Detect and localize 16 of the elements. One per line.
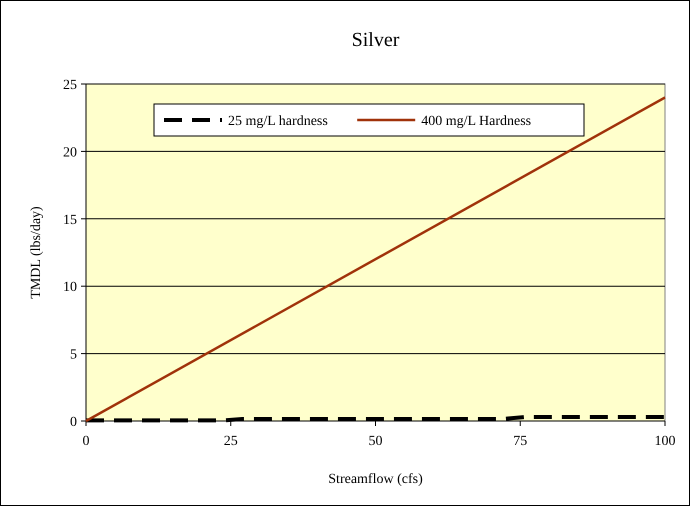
x-tick-label: 25 <box>224 434 238 449</box>
x-tick-label: 75 <box>513 434 528 449</box>
y-tick-label: 0 <box>70 415 77 430</box>
y-tick-label: 10 <box>63 280 77 296</box>
x-tick-label: 0 <box>82 434 90 449</box>
legend-label: 400 mg/L Hardness <box>421 114 532 129</box>
y-tick-label: 15 <box>63 212 77 228</box>
legend-label: 25 mg/L hardness <box>228 114 328 129</box>
y-axis-title: TMDL (lbs/day) <box>29 206 44 299</box>
chart-title: Silver <box>352 29 400 51</box>
y-tick-label: 5 <box>70 348 77 363</box>
x-tick-label: 50 <box>368 434 382 449</box>
y-tick-label: 20 <box>63 145 77 160</box>
x-tick-label: 100 <box>654 434 676 449</box>
x-axis-title: Streamflow (cfs) <box>328 472 424 487</box>
y-tick-label: 25 <box>63 78 77 93</box>
